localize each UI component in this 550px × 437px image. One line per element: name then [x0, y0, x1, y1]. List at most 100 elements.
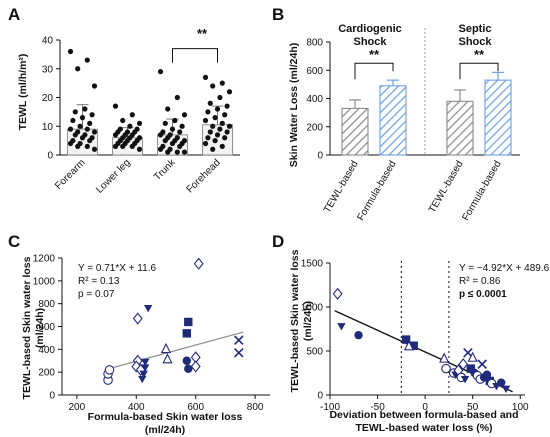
- panel-c-point: [234, 347, 244, 358]
- panel-c-point: [141, 364, 150, 372]
- panel-d-point: [467, 351, 478, 362]
- panel-c-xlabel-line2: (ml/24h): [145, 424, 185, 436]
- panel-a-point: [165, 106, 171, 112]
- panel-c-point: [193, 257, 204, 270]
- panel-a-point: [84, 126, 90, 132]
- panel-d-xtick-label: 100: [512, 402, 529, 413]
- panel-a-point: [212, 138, 218, 144]
- panel-d-point: [337, 323, 346, 331]
- panel-a-point: [179, 123, 185, 129]
- panel-c-chart: TEWL-based Skin water loss (ml/24h) Form…: [21, 254, 270, 436]
- panel-a-point: [219, 120, 225, 126]
- panel-d-chart: TEWL-based Skin water loss (ml/24h) Devi…: [289, 249, 550, 434]
- panel-b-significance-label: **: [474, 47, 485, 62]
- panel-c-point: [190, 360, 201, 373]
- panel-a-point: [214, 106, 221, 112]
- panel-a-point: [165, 149, 171, 155]
- panel-a-point: [210, 123, 216, 129]
- panel-b-xtick-label: TEWL-based: [427, 159, 466, 215]
- panel-a-point: [177, 129, 183, 135]
- panel-c-p: p = 0.07: [78, 289, 115, 300]
- panel-a-point: [112, 143, 119, 149]
- panel-d-xtick-label: -100: [320, 402, 340, 413]
- panel-b-ytick-label: 400: [306, 94, 323, 105]
- panel-label-d: D: [272, 232, 284, 251]
- panel-a-xtick-label: Trunk: [152, 157, 178, 183]
- panel-a-significance-bracket: [172, 48, 218, 63]
- panel-a-point: [77, 123, 83, 129]
- panel-b-xtick-label: Formula-based: [355, 159, 398, 223]
- panel-a-point: [205, 135, 211, 141]
- panel-b-ylabel: Skin Water Loss (ml/24h): [288, 43, 300, 167]
- panel-a-point: [207, 129, 213, 135]
- panel-a-point: [75, 143, 81, 149]
- panel-a-point: [91, 83, 98, 89]
- panel-a-point: [210, 83, 216, 89]
- panel-a-significance: **: [197, 26, 208, 41]
- panel-b-chart: Skin Water Loss (ml/24h) Cardiogenic Sho…: [288, 23, 520, 223]
- panel-a-point: [177, 143, 183, 149]
- panel-d-point: [332, 287, 343, 300]
- panel-a-ytick-label: 20: [42, 93, 54, 104]
- panel-b-xtick-label: TEWL-based: [322, 159, 361, 215]
- panel-c-xtick-label: 400: [128, 402, 145, 413]
- panel-label-b: B: [272, 5, 284, 24]
- panel-b-significance-bracket: [459, 62, 499, 80]
- panel-c-point: [104, 365, 115, 375]
- panel-c-fit-line: [106, 331, 244, 370]
- panel-label-c: C: [8, 232, 20, 251]
- panel-a-point: [202, 117, 209, 124]
- panel-a-point: [169, 140, 176, 147]
- panel-a-ytick-label: 0: [47, 151, 53, 162]
- panel-a-xtick-label: Lower leg: [94, 157, 132, 195]
- panel-a-point: [219, 80, 225, 86]
- panel-d-point: [460, 375, 470, 384]
- panel-a-point: [129, 112, 135, 118]
- panel-a-point: [217, 126, 223, 132]
- panel-a-point: [202, 140, 209, 147]
- panel-c-point: [141, 358, 150, 367]
- panel-a-point: [79, 135, 86, 141]
- panel-label-a: A: [8, 5, 20, 24]
- panel-d-point: [458, 358, 469, 371]
- panel-b-group1-title-line2: Shock: [353, 36, 387, 48]
- panel-c-ytick-label: 400: [38, 345, 55, 356]
- panel-a-point: [162, 120, 168, 126]
- panel-a-xtick-label: Forehead: [185, 157, 223, 195]
- panel-d-point: [409, 341, 418, 350]
- panel-d-p-label: p ≤: [459, 289, 476, 300]
- panel-c-xtick-label: 800: [247, 402, 264, 413]
- panel-a-point: [181, 149, 188, 155]
- panel-c-xtick-label: 200: [69, 402, 86, 413]
- panel-c-ytick-label: 1200: [33, 254, 56, 265]
- panel-a-point: [162, 138, 168, 144]
- panel-d-point: [401, 335, 411, 344]
- panel-a-point: [120, 117, 126, 124]
- panel-d-ylabel-line2: (ml/24h): [302, 301, 314, 341]
- panel-b-bar: [379, 85, 407, 156]
- panel-d-point: [497, 378, 506, 387]
- panel-a-point: [222, 112, 228, 118]
- panel-a-point: [219, 143, 225, 149]
- panel-a-point: [87, 138, 93, 144]
- panel-c-xtick-label: 600: [187, 402, 204, 413]
- panel-b-ytick-label: 0: [317, 151, 323, 162]
- panel-b-group1-title-line1: Cardiogenic: [338, 23, 402, 35]
- panel-c-point: [184, 317, 193, 327]
- panel-a-point: [169, 126, 176, 132]
- panel-c-ytick-label: 600: [38, 322, 55, 333]
- panel-d-xlabel-line2: TEWL-based water loss (%): [355, 422, 492, 434]
- panel-a-ytick-label: 30: [42, 64, 54, 75]
- panel-c-r2: R² = 0.13: [78, 276, 120, 287]
- panel-c-point: [138, 375, 147, 384]
- panel-a-point: [157, 146, 164, 152]
- panel-a-point: [129, 143, 135, 149]
- panel-c-ytick-label: 0: [49, 391, 55, 402]
- panel-b-bar: [484, 79, 512, 156]
- panel-a-point: [226, 89, 233, 95]
- panel-d-point: [477, 359, 487, 369]
- panel-a-point: [89, 112, 95, 118]
- panel-d-ytick-label: 1000: [301, 303, 324, 314]
- panel-a-point: [84, 57, 90, 63]
